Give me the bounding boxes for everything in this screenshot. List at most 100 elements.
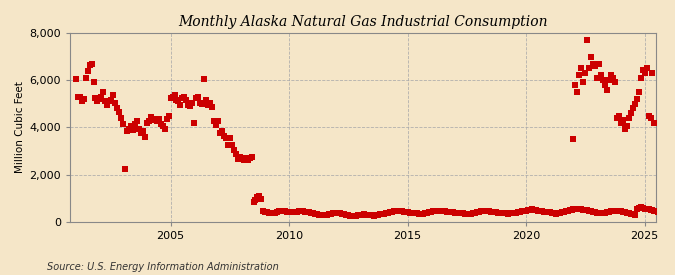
Point [625,111,636,116]
Point [276,208,287,213]
Point [119,166,130,171]
Point [544,210,555,214]
Point [132,119,142,124]
Point [122,129,132,133]
Point [157,124,168,128]
Point [625,211,636,216]
Point [633,205,644,210]
Point [437,209,448,213]
Point [140,134,151,139]
Point [517,209,528,214]
Point [631,97,642,101]
Point [337,211,348,216]
Point [598,78,609,82]
Point [479,209,490,213]
Point [134,126,144,131]
Point [279,209,290,214]
Point [416,212,427,216]
Point [234,155,245,159]
Point [588,61,599,66]
Point [398,210,409,214]
Point [307,211,318,216]
Point [582,208,593,213]
Point [145,114,156,119]
Point [213,119,223,124]
Point [622,211,632,215]
Point [566,208,577,212]
Point [629,101,640,106]
Point [319,213,330,217]
Point [360,213,371,217]
Point [128,128,138,132]
Point [136,131,146,135]
Point [74,94,85,99]
Point [418,211,429,216]
Point [232,157,243,161]
Point [481,208,492,213]
Point [106,98,117,102]
Point [489,210,500,214]
Point [394,209,405,213]
Point [379,211,389,216]
Point [667,209,675,214]
Point [570,207,581,211]
Point [217,129,227,133]
Point [202,103,213,107]
Point [493,210,504,215]
Point [224,136,235,140]
Point [572,90,583,94]
Point [574,207,585,211]
Point [635,205,646,209]
Point [509,211,520,215]
Point [353,213,364,218]
Point [414,211,425,216]
Point [286,210,296,214]
Point [325,212,336,216]
Y-axis label: Million Cubic Feet: Million Cubic Feet [15,81,25,173]
Point [483,209,494,213]
Point [302,210,313,214]
Point [608,76,618,80]
Point [159,126,170,131]
Title: Monthly Alaska Natural Gas Industrial Consumption: Monthly Alaska Natural Gas Industrial Co… [178,15,548,29]
Point [655,210,666,214]
Point [381,211,392,216]
Point [96,94,107,99]
Point [246,155,257,159]
Point [434,208,445,213]
Point [294,209,304,213]
Point [281,209,292,214]
Point [614,209,624,213]
Point [357,213,368,217]
Point [305,211,316,215]
Point [323,212,334,217]
Point [576,207,587,211]
Point [586,209,597,214]
Point [236,157,247,161]
Point [410,211,421,215]
Point [258,209,269,213]
Point [554,211,565,215]
Point [298,209,308,214]
Point [426,210,437,214]
Point [375,212,385,217]
Point [568,207,579,212]
Point [240,156,251,160]
Point [576,66,587,71]
Point [309,212,320,216]
Point [635,76,646,80]
Point [383,211,394,215]
Point [349,214,360,218]
Point [130,122,140,126]
Point [645,116,656,120]
Point [620,210,630,214]
Point [100,99,111,104]
Point [151,119,162,124]
Point [452,211,462,215]
Point [541,210,551,214]
Point [270,211,281,215]
Point [552,211,563,216]
Point [195,100,206,105]
Point [629,213,640,217]
Point [562,209,573,213]
